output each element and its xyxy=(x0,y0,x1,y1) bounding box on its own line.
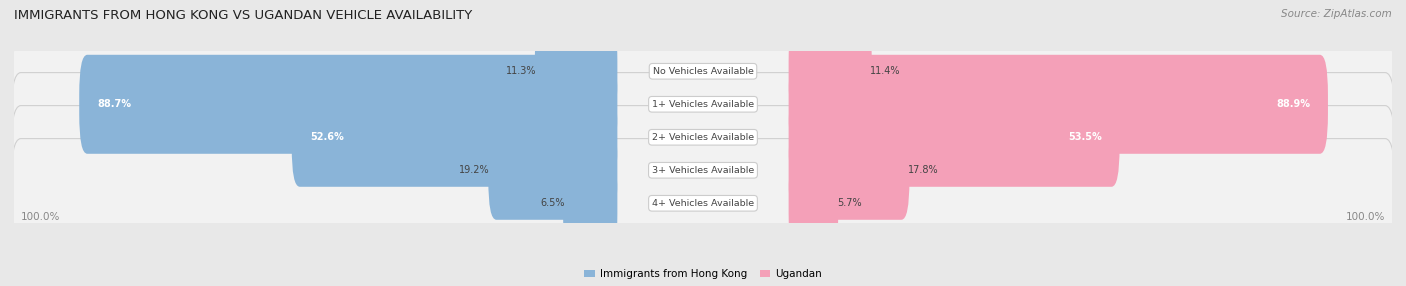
Text: 11.3%: 11.3% xyxy=(506,66,536,76)
Text: 52.6%: 52.6% xyxy=(309,132,343,142)
FancyBboxPatch shape xyxy=(11,106,1395,235)
Text: 88.7%: 88.7% xyxy=(97,99,131,109)
Text: 4+ Vehicles Available: 4+ Vehicles Available xyxy=(652,199,754,208)
Text: Source: ZipAtlas.com: Source: ZipAtlas.com xyxy=(1281,9,1392,19)
Text: 100.0%: 100.0% xyxy=(1346,212,1385,223)
Text: 2+ Vehicles Available: 2+ Vehicles Available xyxy=(652,133,754,142)
Text: 17.8%: 17.8% xyxy=(908,165,939,175)
FancyBboxPatch shape xyxy=(534,22,617,121)
Text: 11.4%: 11.4% xyxy=(870,66,901,76)
FancyBboxPatch shape xyxy=(789,22,872,121)
FancyBboxPatch shape xyxy=(789,88,1119,187)
Text: 1+ Vehicles Available: 1+ Vehicles Available xyxy=(652,100,754,109)
Text: 6.5%: 6.5% xyxy=(540,198,564,208)
FancyBboxPatch shape xyxy=(11,7,1395,136)
Text: 19.2%: 19.2% xyxy=(458,165,489,175)
FancyBboxPatch shape xyxy=(11,39,1395,169)
Legend: Immigrants from Hong Kong, Ugandan: Immigrants from Hong Kong, Ugandan xyxy=(579,265,827,283)
FancyBboxPatch shape xyxy=(789,154,838,253)
FancyBboxPatch shape xyxy=(11,73,1395,202)
FancyBboxPatch shape xyxy=(789,55,1327,154)
Text: 53.5%: 53.5% xyxy=(1067,132,1101,142)
FancyBboxPatch shape xyxy=(11,139,1395,268)
FancyBboxPatch shape xyxy=(488,121,617,220)
FancyBboxPatch shape xyxy=(789,121,910,220)
Text: 3+ Vehicles Available: 3+ Vehicles Available xyxy=(652,166,754,175)
Text: 88.9%: 88.9% xyxy=(1275,99,1310,109)
FancyBboxPatch shape xyxy=(79,55,617,154)
Text: No Vehicles Available: No Vehicles Available xyxy=(652,67,754,76)
FancyBboxPatch shape xyxy=(562,154,617,253)
FancyBboxPatch shape xyxy=(291,88,617,187)
Text: IMMIGRANTS FROM HONG KONG VS UGANDAN VEHICLE AVAILABILITY: IMMIGRANTS FROM HONG KONG VS UGANDAN VEH… xyxy=(14,9,472,21)
Text: 5.7%: 5.7% xyxy=(837,198,862,208)
Text: 100.0%: 100.0% xyxy=(21,212,60,223)
